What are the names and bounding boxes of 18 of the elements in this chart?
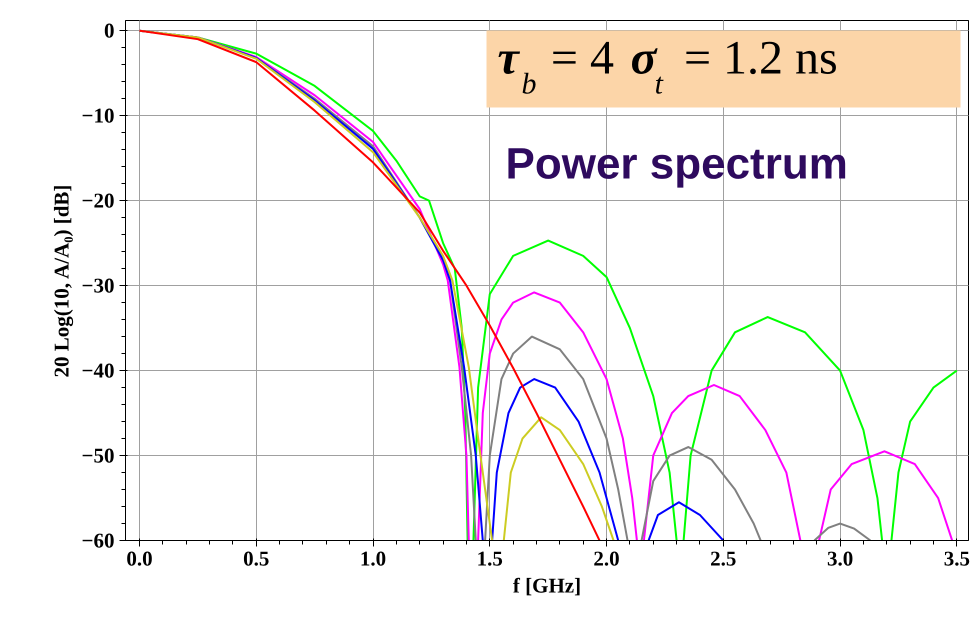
y-tick-label: −30: [82, 274, 114, 298]
y-axis-title: 20 Log(10, A/A₀) [dB]: [50, 184, 74, 378]
y-tick-label: −10: [82, 104, 114, 128]
x-axis-title: f [GHz]: [512, 574, 582, 598]
annotation: Power spectrum: [506, 140, 848, 188]
x-tick-label: 0.0: [126, 546, 153, 570]
y-tick-label: −60: [82, 528, 114, 552]
y-tick-label: −20: [82, 188, 114, 213]
x-tick-label: 1.0: [360, 546, 386, 570]
y-tick-label: −40: [82, 358, 114, 383]
x-tick-label: 3.0: [826, 546, 854, 570]
x-tick-label: 2.5: [710, 546, 736, 570]
x-tick-label: 3.5: [944, 546, 970, 570]
x-tick-label: 1.5: [476, 546, 503, 570]
y-tick-label: 0: [104, 18, 114, 43]
x-tick-label: 0.5: [243, 546, 270, 570]
x-tick-label: 2.0: [593, 546, 620, 570]
y-tick-label: −50: [82, 444, 114, 468]
